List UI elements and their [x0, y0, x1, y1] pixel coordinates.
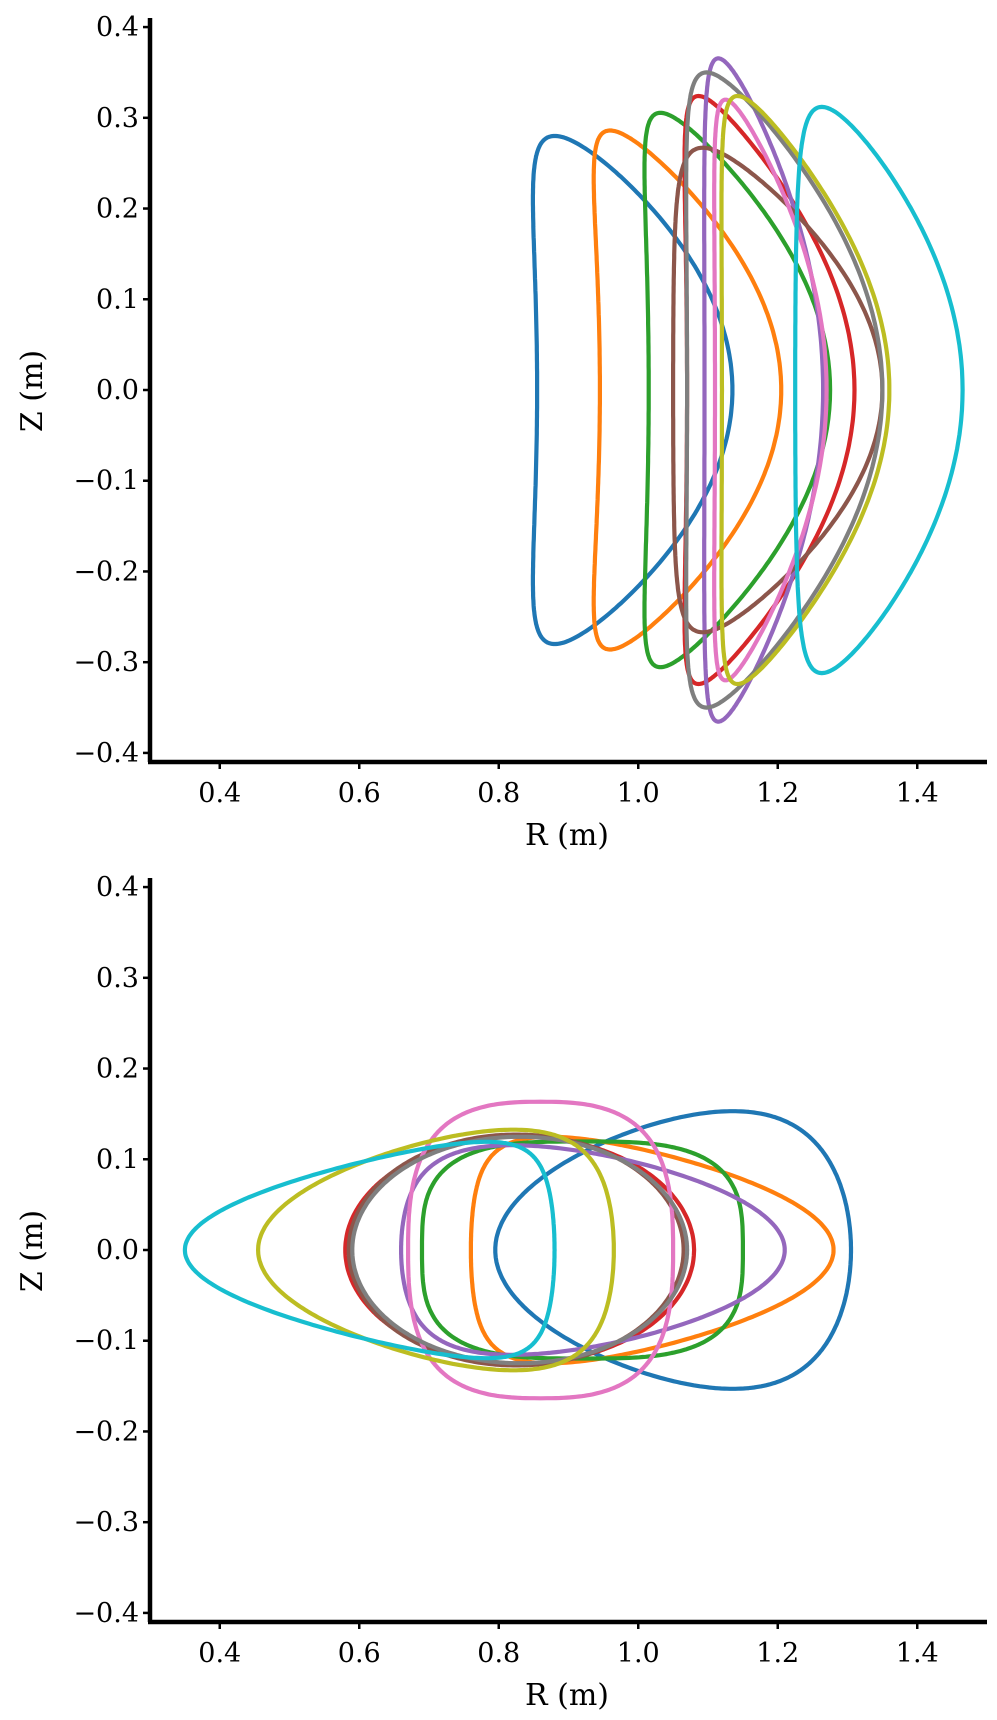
top-x-axis-label: R (m): [525, 818, 609, 853]
bottom-contour-3: [419, 1139, 745, 1361]
bottom-plot: 0.4 0.6 0.8 1.0 1.2 1.4 −0.4 −0.3 −0.2 −0.1 0.0 0.1…: [15, 872, 987, 1713]
top-x-tick-label: 1.4: [896, 778, 939, 809]
bottom-contour-8: [350, 1134, 690, 1366]
bottom-contour-7: [406, 1099, 676, 1401]
bottom-contour-1: [493, 1109, 854, 1391]
top-x-tick-label: 0.6: [338, 778, 381, 809]
top-contour-9: [719, 93, 892, 687]
top-x-tick-label: 1.2: [756, 778, 799, 809]
top-y-tick-label: 0.0: [96, 375, 139, 406]
bottom-y-tick-label: −0.1: [73, 1326, 139, 1357]
bottom-x-axis-label: R (m): [525, 1678, 609, 1713]
top-y-tick-label: −0.3: [73, 647, 139, 678]
bottom-y-tick-label: −0.3: [73, 1507, 139, 1538]
top-contour-1: [530, 133, 735, 647]
bottom-x-tick-label: 1.4: [896, 1638, 939, 1669]
bottom-x-tick-label: 0.8: [477, 1638, 520, 1669]
top-contours: [530, 56, 965, 724]
bottom-y-tick-label: 0.2: [96, 1054, 139, 1085]
bottom-x-tick-label: 0.6: [338, 1638, 381, 1669]
bottom-x-tick-label: 0.4: [198, 1638, 241, 1669]
bottom-contour-2: [468, 1134, 836, 1366]
bottom-y-tick-label: 0.1: [96, 1144, 139, 1175]
bottom-y-tick-label: 0.4: [96, 872, 139, 903]
top-y-tick-label: 0.3: [96, 103, 139, 134]
top-contour-8: [684, 70, 885, 710]
bottom-ticks: 0.4 0.6 0.8 1.0 1.2 1.4 −0.4 −0.3 −0.2 −0.1 0.0 0.1…: [73, 872, 938, 1669]
bottom-x-tick-label: 1.2: [756, 1638, 799, 1669]
bottom-y-tick-label: 0.0: [96, 1235, 139, 1266]
bottom-contour-9: [256, 1127, 616, 1373]
top-y-tick-label: 0.4: [96, 12, 139, 43]
top-y-tick-label: −0.2: [73, 556, 139, 587]
top-contour-2: [591, 128, 784, 652]
top-y-axis-label: Z (m): [15, 350, 50, 432]
top-plot: 0.4 0.6 0.8 1.0 1.2 1.4 −0.4 −0.3 −0.2 −0.1 0.0 0.1…: [15, 12, 987, 853]
top-x-tick-label: 0.4: [198, 778, 241, 809]
top-y-tick-label: 0.2: [96, 194, 139, 225]
top-ticks: 0.4 0.6 0.8 1.0 1.2 1.4 −0.4 −0.3 −0.2 −0.1 0.0 0.1…: [73, 12, 938, 809]
top-contour-6: [671, 145, 885, 635]
bottom-y-tick-label: 0.3: [96, 963, 139, 994]
bottom-y-tick-label: −0.4: [73, 1598, 139, 1629]
top-y-tick-label: −0.4: [73, 738, 139, 769]
top-contour-10: [793, 104, 965, 676]
bottom-contour-10: [182, 1139, 557, 1361]
top-x-tick-label: 1.0: [617, 778, 660, 809]
bottom-y-tick-label: −0.2: [73, 1416, 139, 1447]
top-x-tick-label: 0.8: [477, 778, 520, 809]
top-contour-7: [712, 97, 829, 683]
top-y-tick-label: −0.1: [73, 466, 139, 497]
bottom-y-axis-label: Z (m): [15, 1210, 50, 1292]
bottom-x-tick-label: 1.0: [617, 1638, 660, 1669]
top-y-tick-label: 0.1: [96, 284, 139, 315]
bottom-contours: [182, 1099, 854, 1401]
